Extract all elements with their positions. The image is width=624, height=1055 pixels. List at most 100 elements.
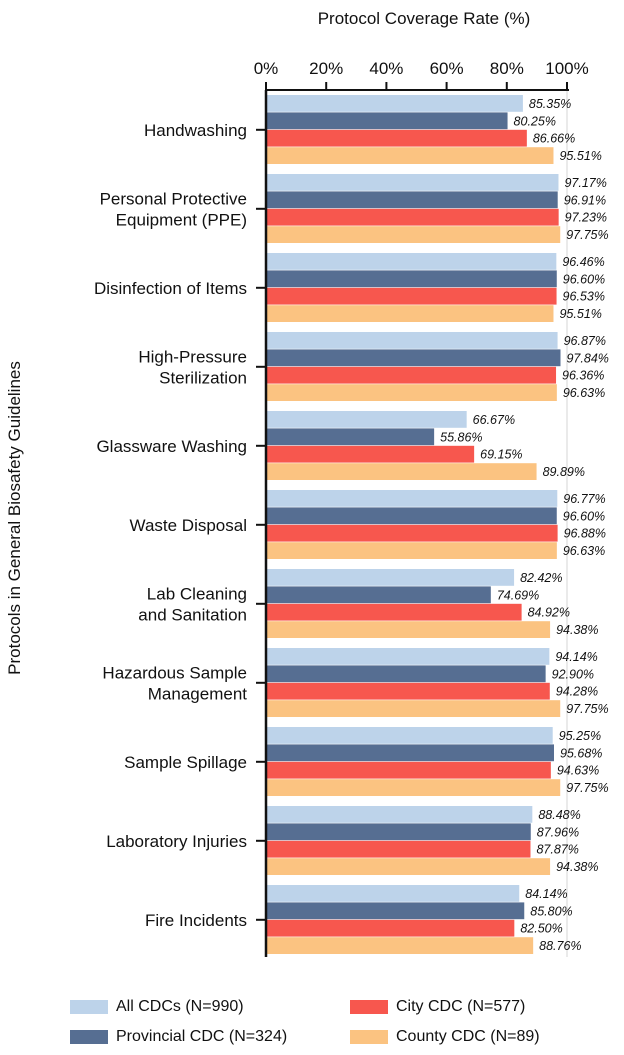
- bar-glassware-washing-county-cdc-n-89: [266, 463, 537, 480]
- data-label-personal-protective-equipment-ppe-all-cdcs-n-990: 97.17%: [564, 176, 606, 190]
- bar-sample-spillage-provincial-cdc-n-324: [266, 744, 554, 762]
- legend-swatch-provincial-cdc: [70, 1030, 108, 1044]
- bar-handwashing-city-cdc-n-577: [266, 129, 527, 147]
- data-label-sample-spillage-provincial-cdc-n-324: 95.68%: [560, 746, 602, 760]
- bar-laboratory-injuries-provincial-cdc-n-324: [266, 823, 531, 841]
- data-label-glassware-washing-city-cdc-n-577: 69.15%: [480, 448, 522, 462]
- bar-hazardous-sample-management-provincial-cdc-n-324: [266, 665, 546, 683]
- bar-disinfection-of-items-city-cdc-n-577: [266, 287, 557, 305]
- bar-glassware-washing-provincial-cdc-n-324: [266, 428, 435, 446]
- bar-waste-disposal-all-cdcs-n-990: [266, 490, 558, 507]
- bar-lab-cleaning-and-sanitation-city-cdc-n-577: [266, 603, 522, 621]
- bar-waste-disposal-county-cdc-n-89: [266, 542, 557, 559]
- bar-high-pressure-sterilization-city-cdc-n-577: [266, 366, 557, 384]
- bar-lab-cleaning-and-sanitation-provincial-cdc-n-324: [266, 586, 491, 604]
- data-label-sample-spillage-all-cdcs-n-990: 95.25%: [559, 729, 601, 743]
- category-label-hazardous-sample-management-line-1: Hazardous Sample: [102, 663, 247, 682]
- data-label-fire-incidents-all-cdcs-n-990: 84.14%: [525, 887, 567, 901]
- data-label-fire-incidents-county-cdc-n-89: 88.76%: [539, 939, 581, 953]
- bar-handwashing-all-cdcs-n-990: [266, 95, 523, 112]
- category-label-personal-protective-equipment-ppe-line-2: Equipment (PPE): [116, 210, 247, 229]
- data-label-high-pressure-sterilization-city-cdc-n-577: 96.36%: [562, 369, 604, 383]
- category-label-fire-incidents: Fire Incidents: [145, 911, 247, 930]
- data-label-personal-protective-equipment-ppe-provincial-cdc-n-324: 96.91%: [564, 193, 606, 207]
- bar-fire-incidents-city-cdc-n-577: [266, 919, 515, 937]
- legend-item-county-cdc: County CDC (N=89): [350, 1025, 540, 1049]
- data-label-disinfection-of-items-provincial-cdc-n-324: 96.60%: [563, 272, 605, 286]
- bar-disinfection-of-items-provincial-cdc-n-324: [266, 270, 557, 288]
- bar-handwashing-provincial-cdc-n-324: [266, 112, 508, 130]
- category-label-handwashing: Handwashing: [144, 121, 247, 140]
- category-label-hazardous-sample-management-line-2: Management: [148, 684, 248, 703]
- legend-label-all-cdcs: All CDCs (N=990): [116, 998, 244, 1015]
- data-label-laboratory-injuries-provincial-cdc-n-324: 87.96%: [537, 825, 579, 839]
- data-label-hazardous-sample-management-all-cdcs-n-990: 94.14%: [555, 650, 597, 664]
- data-label-laboratory-injuries-all-cdcs-n-990: 88.48%: [538, 808, 580, 822]
- bar-sample-spillage-city-cdc-n-577: [266, 761, 551, 779]
- bar-glassware-washing-all-cdcs-n-990: [266, 411, 467, 428]
- data-label-high-pressure-sterilization-all-cdcs-n-990: 96.87%: [564, 334, 606, 348]
- data-label-hazardous-sample-management-city-cdc-n-577: 94.28%: [556, 685, 598, 699]
- data-label-disinfection-of-items-all-cdcs-n-990: 96.46%: [562, 255, 604, 269]
- bar-sample-spillage-all-cdcs-n-990: [266, 727, 553, 744]
- legend-swatch-all-cdcs: [70, 1000, 108, 1014]
- y-axis-title: Protocols in General Biosafety Guideline…: [5, 361, 24, 675]
- x-tick-label-100: 100%: [545, 59, 588, 78]
- data-label-glassware-washing-provincial-cdc-n-324: 55.86%: [440, 430, 482, 444]
- legend: All CDCs (N=990) City CDC (N=577) Provin…: [70, 995, 610, 1055]
- category-label-glassware-washing: Glassware Washing: [96, 437, 247, 456]
- bar-laboratory-injuries-county-cdc-n-89: [266, 858, 551, 875]
- bar-personal-protective-equipment-ppe-county-cdc-n-89: [266, 226, 561, 243]
- category-label-personal-protective-equipment-ppe-line-1: Personal Protective: [100, 189, 247, 208]
- category-label-waste-disposal: Waste Disposal: [130, 516, 247, 535]
- bars-layer: [266, 95, 561, 954]
- data-label-handwashing-county-cdc-n-89: 95.51%: [559, 149, 601, 163]
- legend-item-all-cdcs: All CDCs (N=990): [70, 995, 244, 1019]
- chart-title: Protocol Coverage Rate (%): [318, 9, 531, 28]
- data-label-lab-cleaning-and-sanitation-provincial-cdc-n-324: 74.69%: [497, 588, 539, 602]
- data-label-fire-incidents-provincial-cdc-n-324: 85.80%: [530, 904, 572, 918]
- category-label-disinfection-of-items: Disinfection of Items: [94, 279, 247, 298]
- bar-fire-incidents-provincial-cdc-n-324: [266, 902, 525, 920]
- data-label-sample-spillage-city-cdc-n-577: 94.63%: [557, 764, 599, 778]
- data-label-disinfection-of-items-city-cdc-n-577: 96.53%: [563, 290, 605, 304]
- data-label-waste-disposal-city-cdc-n-577: 96.88%: [564, 527, 606, 541]
- bar-hazardous-sample-management-all-cdcs-n-990: [266, 648, 550, 665]
- x-tick-label-20: 20%: [309, 59, 343, 78]
- legend-label-county-cdc: County CDC (N=89): [396, 1028, 540, 1045]
- data-label-laboratory-injuries-city-cdc-n-577: 87.87%: [536, 843, 578, 857]
- data-label-waste-disposal-all-cdcs-n-990: 96.77%: [563, 492, 605, 506]
- bar-high-pressure-sterilization-all-cdcs-n-990: [266, 332, 558, 349]
- bar-fire-incidents-all-cdcs-n-990: [266, 885, 520, 902]
- bar-fire-incidents-county-cdc-n-89: [266, 937, 534, 954]
- data-label-glassware-washing-county-cdc-n-89: 89.89%: [543, 465, 585, 479]
- x-tick-label-80: 80%: [490, 59, 524, 78]
- data-label-disinfection-of-items-county-cdc-n-89: 95.51%: [559, 307, 601, 321]
- category-label-high-pressure-sterilization-line-2: Sterilization: [159, 368, 247, 387]
- data-label-lab-cleaning-and-sanitation-county-cdc-n-89: 94.38%: [556, 623, 598, 637]
- bar-lab-cleaning-and-sanitation-county-cdc-n-89: [266, 621, 551, 638]
- bar-disinfection-of-items-all-cdcs-n-990: [266, 253, 557, 270]
- bar-personal-protective-equipment-ppe-city-cdc-n-577: [266, 208, 559, 226]
- category-label-sample-spillage: Sample Spillage: [124, 753, 247, 772]
- bar-disinfection-of-items-county-cdc-n-89: [266, 305, 554, 322]
- legend-label-city-cdc: City CDC (N=577): [396, 998, 526, 1015]
- category-label-laboratory-injuries: Laboratory Injuries: [106, 832, 247, 851]
- data-label-waste-disposal-provincial-cdc-n-324: 96.60%: [563, 509, 605, 523]
- bar-laboratory-injuries-all-cdcs-n-990: [266, 806, 533, 823]
- bar-glassware-washing-city-cdc-n-577: [266, 445, 475, 463]
- data-label-personal-protective-equipment-ppe-county-cdc-n-89: 97.75%: [566, 228, 608, 242]
- data-label-sample-spillage-county-cdc-n-89: 97.75%: [566, 781, 608, 795]
- bar-high-pressure-sterilization-county-cdc-n-89: [266, 384, 557, 401]
- data-label-hazardous-sample-management-provincial-cdc-n-324: 92.90%: [552, 667, 594, 681]
- bar-hazardous-sample-management-county-cdc-n-89: [266, 700, 561, 717]
- bar-personal-protective-equipment-ppe-provincial-cdc-n-324: [266, 191, 558, 209]
- data-label-fire-incidents-city-cdc-n-577: 82.50%: [520, 922, 562, 936]
- axes-layer: Handwashing Personal Protective Equipment …: [94, 59, 589, 957]
- bar-waste-disposal-city-cdc-n-577: [266, 524, 558, 542]
- data-label-high-pressure-sterilization-provincial-cdc-n-324: 97.84%: [566, 351, 608, 365]
- data-label-hazardous-sample-management-county-cdc-n-89: 97.75%: [566, 702, 608, 716]
- data-label-handwashing-city-cdc-n-577: 86.66%: [533, 132, 575, 146]
- bar-sample-spillage-county-cdc-n-89: [266, 779, 561, 796]
- category-label-lab-cleaning-and-sanitation-line-1: Lab Cleaning: [147, 584, 247, 603]
